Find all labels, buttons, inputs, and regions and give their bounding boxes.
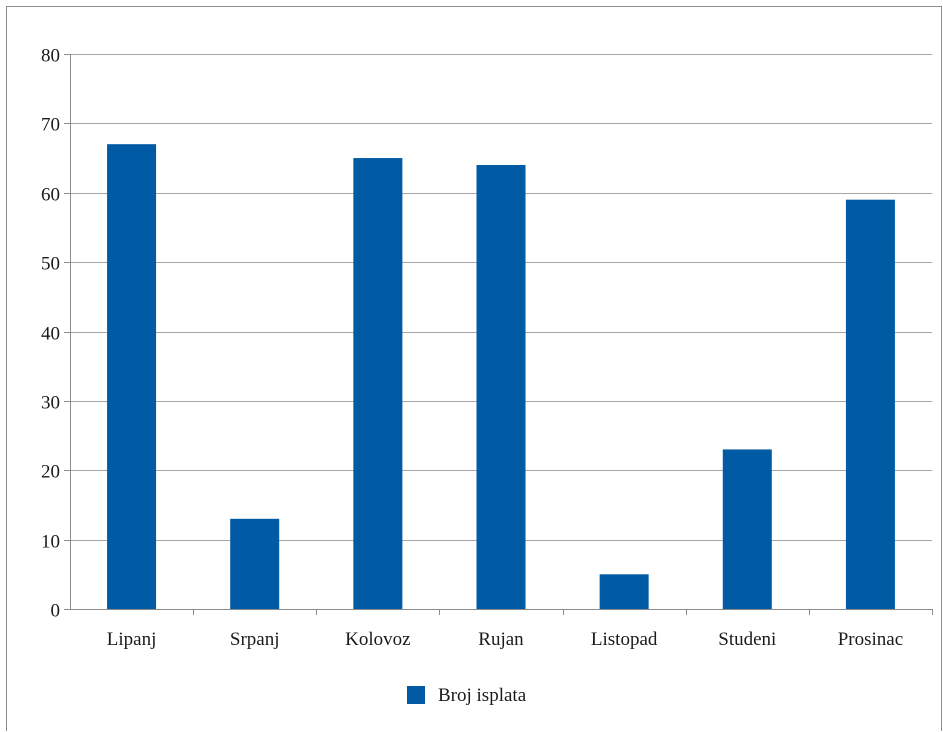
bar-lipanj xyxy=(107,144,157,609)
y-tick-label: 50 xyxy=(41,254,60,275)
y-tick-label: 20 xyxy=(41,462,60,483)
y-tick-label: 60 xyxy=(41,185,60,206)
bar-kolovoz xyxy=(353,158,403,609)
bar-rujan xyxy=(476,165,526,609)
bar-studeni xyxy=(722,449,772,609)
bars xyxy=(107,144,895,609)
axes xyxy=(64,54,933,615)
x-tick-label: Lipanj xyxy=(107,629,157,650)
legend: Broj isplata xyxy=(407,685,527,706)
x-tick-label: Kolovoz xyxy=(345,629,410,650)
x-tick-label: Srpanj xyxy=(230,629,280,650)
x-tick-label: Studeni xyxy=(718,629,776,650)
y-tick-label: 10 xyxy=(41,532,60,553)
y-tick-label: 40 xyxy=(41,324,60,345)
bar-srpanj xyxy=(230,518,280,609)
legend-swatch xyxy=(407,686,425,704)
x-tick-labels: Lipanj Srpanj Kolovoz Rujan Listopad Studeni P… xyxy=(107,629,903,650)
y-tick-labels: 0 10 20 30 40 50 60 70 80 xyxy=(41,46,60,622)
y-tick-label: 0 xyxy=(51,601,61,622)
legend-label: Broj isplata xyxy=(438,685,527,706)
x-tick-label: Listopad xyxy=(591,629,658,650)
x-tick-label: Prosinac xyxy=(838,629,903,650)
y-tick-label: 70 xyxy=(41,115,60,136)
chart-frame xyxy=(6,6,942,731)
y-tick-label: 80 xyxy=(41,46,60,67)
bar-prosinac xyxy=(845,199,895,609)
x-tick-label: Rujan xyxy=(478,629,524,650)
bar-listopad xyxy=(599,574,649,609)
y-tick-label: 30 xyxy=(41,393,60,414)
